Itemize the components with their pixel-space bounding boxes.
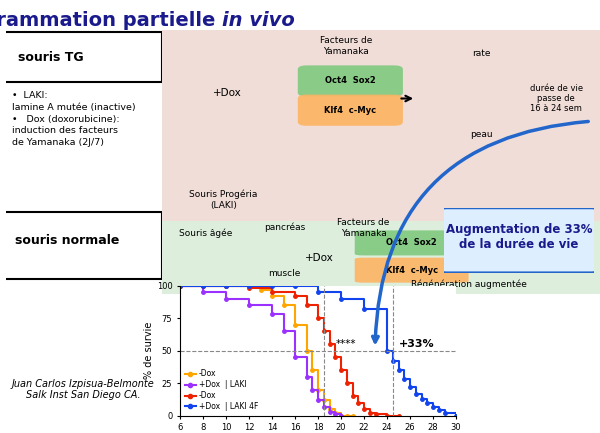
Text: Klf4  c-Myc: Klf4 c-Myc [386, 266, 438, 275]
Text: durée de vie
passe de
16 à 24 sem: durée de vie passe de 16 à 24 sem [530, 84, 583, 113]
Text: muscle: muscle [268, 269, 301, 278]
Text: +Dox: +Dox [305, 252, 334, 263]
Y-axis label: % de survie: % de survie [144, 322, 154, 379]
Text: souris TG: souris TG [19, 51, 84, 64]
Text: Klf4  c-Myc: Klf4 c-Myc [324, 106, 376, 115]
FancyBboxPatch shape [439, 208, 599, 273]
FancyBboxPatch shape [298, 95, 403, 126]
Text: ****: **** [335, 339, 356, 349]
FancyBboxPatch shape [298, 65, 403, 97]
Legend: -Dox, +Dox  | LAKI, -Dox, +Dox  | LAKI 4F: -Dox, +Dox | LAKI, -Dox, +Dox | LAKI 4F [184, 368, 259, 412]
FancyBboxPatch shape [162, 221, 600, 294]
FancyBboxPatch shape [3, 32, 162, 82]
FancyBboxPatch shape [355, 258, 469, 283]
Text: +Dox: +Dox [214, 87, 242, 98]
Text: rate: rate [472, 48, 491, 58]
Text: pancréas: pancréas [264, 222, 305, 232]
Text: Facteurs de
Yamanaka: Facteurs de Yamanaka [337, 219, 389, 238]
Text: +33%: +33% [398, 339, 434, 349]
Text: peau: peau [470, 130, 493, 139]
Text: Oct4  Sox2: Oct4 Sox2 [386, 239, 437, 247]
Text: Reprogrammation partielle: Reprogrammation partielle [0, 11, 222, 30]
FancyBboxPatch shape [162, 30, 600, 225]
Text: Augmentation de 33%
de la durée de vie: Augmentation de 33% de la durée de vie [446, 223, 592, 251]
Text: Oct4  Sox2: Oct4 Sox2 [325, 77, 376, 85]
Text: Souris âgée: Souris âgée [179, 228, 232, 238]
Text: Souris Progéria
(LAKI): Souris Progéria (LAKI) [189, 190, 257, 210]
FancyBboxPatch shape [3, 212, 162, 279]
Text: Facteurs de
Yamanaka: Facteurs de Yamanaka [320, 36, 372, 55]
FancyBboxPatch shape [355, 230, 469, 255]
Text: Régénération augmentée: Régénération augmentée [410, 280, 527, 289]
Text: •  LAKI:
lamine A mutée (inactive)
•   Dox (doxorubicine):
induction des facteur: • LAKI: lamine A mutée (inactive) • Dox … [12, 91, 136, 147]
Text: Juan Carlos Izpisua-Belmonte
Salk Inst San Diego CA.: Juan Carlos Izpisua-Belmonte Salk Inst S… [12, 379, 155, 401]
Text: in vivo: in vivo [222, 11, 295, 30]
Text: stimulation
cellules souches
pancréas et muscles: stimulation cellules souches pancréas et… [495, 216, 582, 247]
Text: souris normale: souris normale [16, 234, 120, 248]
